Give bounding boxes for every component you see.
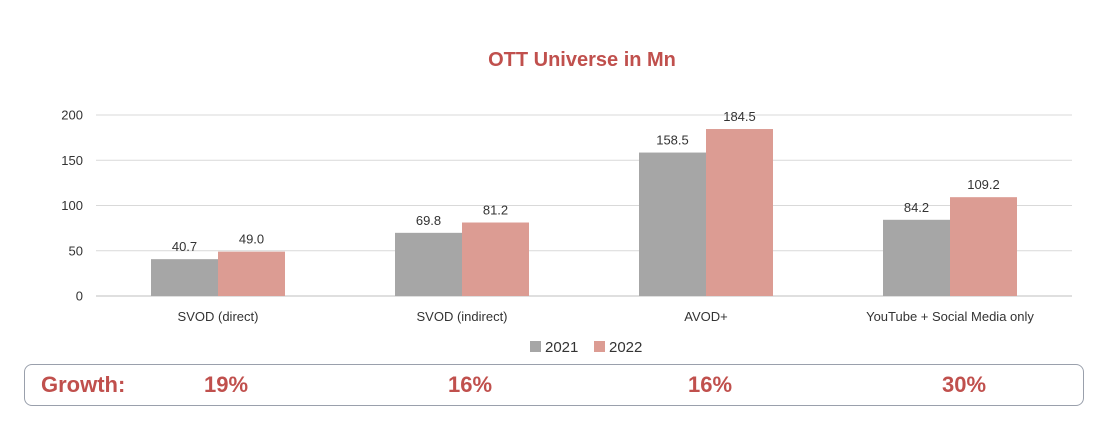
category-label-1: SVOD (indirect) [416,309,507,324]
bar-2021-2 [639,152,706,296]
data-label-2021-1: 69.8 [416,213,441,228]
chart-title: OTT Universe in Mn [488,49,676,71]
y-tick-label: 0 [76,289,83,304]
y-tick-label: 200 [61,108,83,123]
growth-panel [24,364,1084,406]
bar-2021-0 [151,259,218,296]
growth-value-svod-indirect: 16% [447,372,493,397]
category-label-2: AVOD+ [684,309,727,324]
growth-value-svod-direct: 19% [203,372,249,397]
legend-swatch-2022 [594,341,605,352]
bar-2022-2 [706,129,773,296]
y-tick-label: 50 [69,243,83,258]
x-axis-categories: SVOD (direct) SVOD (indirect) AVOD+ YouTube… [178,309,1035,324]
category-label-3: YouTube + Social Media only [866,309,1034,324]
legend-label-2021: 2021 [545,339,578,356]
bar-2022-3 [950,197,1017,296]
bar-2021-1 [395,232,462,296]
data-labels: 40.7 49.0 69.8 81.2 158.5 184.5 84.2 109.2 [172,109,1000,254]
data-label-2022-3: 109.2 [967,177,1000,192]
growth-value-youtube-social: 30% [941,372,987,397]
y-tick-label: 100 [61,198,83,213]
data-label-2022-2: 184.5 [723,109,756,124]
data-label-2021-2: 158.5 [656,133,689,148]
category-label-0: SVOD (direct) [178,309,259,324]
growth-value-avod: 16% [687,372,733,397]
data-label-2021-0: 40.7 [172,239,197,254]
growth-label: Growth: [41,372,126,397]
data-label-2021-3: 84.2 [904,200,929,215]
bar-2022-1 [462,222,529,296]
legend: 2021 2022 [530,339,642,356]
data-label-2022-0: 49.0 [239,232,264,247]
y-tick-label: 150 [61,153,83,168]
legend-label-2022: 2022 [609,339,642,356]
bar-2021-3 [883,219,950,296]
bar-2022-0 [218,251,285,296]
legend-swatch-2021 [530,341,541,352]
data-label-2022-1: 81.2 [483,203,508,218]
y-axis-ticks: 0 50 100 150 200 [61,108,83,304]
bars [151,129,1017,296]
